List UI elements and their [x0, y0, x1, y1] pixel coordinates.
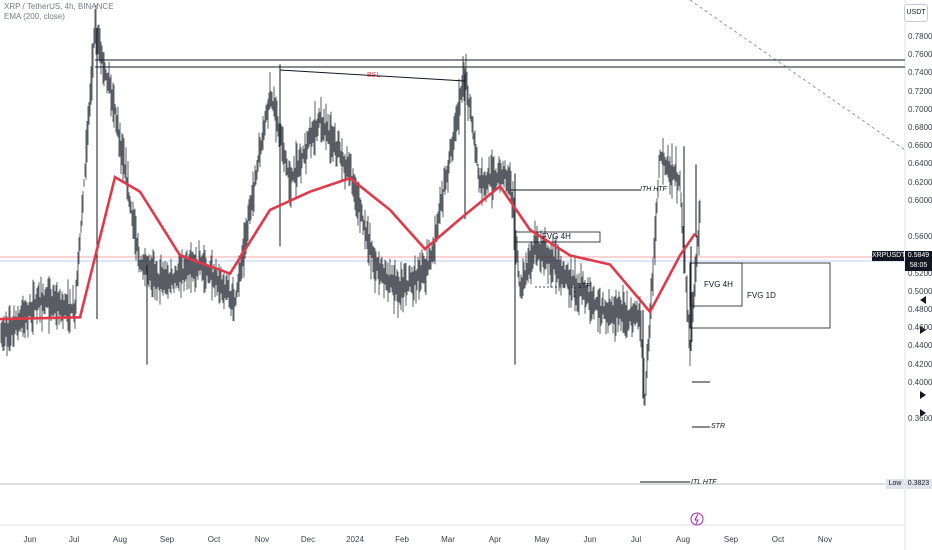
time-tick-label: Sep	[159, 535, 175, 544]
scroll-marker-icon-2[interactable]	[920, 326, 926, 334]
time-tick-label: Aug	[112, 535, 128, 544]
trend-line[interactable]	[689, 0, 906, 151]
price-tick-label: 0.6600	[908, 141, 932, 151]
scroll-marker-icon-4[interactable]	[920, 409, 926, 417]
time-tick-label: Nov	[254, 535, 270, 544]
time-tick-label: Jun	[23, 535, 37, 544]
price-tick-label: 0.7800	[908, 32, 932, 41]
fvg-4h-left-label: FVG 4H	[542, 232, 571, 241]
time-tick-label: Aug	[675, 535, 691, 544]
ema-200-line[interactable]	[0, 175, 697, 321]
price-tick-label: 0.7000	[908, 104, 932, 114]
bsl-label: BSL	[367, 72, 381, 79]
price-tick-label: 0.6800	[908, 123, 932, 132]
price-tick-label: 0.4800	[908, 305, 932, 314]
time-tick-label: May	[534, 535, 550, 544]
price-tick-label: 0.6200	[908, 177, 932, 187]
price-tick-label: 0.3600	[908, 414, 932, 424]
time-tick-label: Mar	[441, 535, 455, 544]
time-tick-label: Jul	[630, 535, 642, 544]
price-tick-label: 0.6000	[908, 195, 932, 205]
time-tick-label: Oct	[771, 535, 785, 544]
time-tick-label: Dec	[300, 535, 316, 544]
countdown-tag: 58:05	[905, 261, 932, 271]
price-tick-label: 0.5000	[908, 286, 932, 296]
price-tick-label: 0.7600	[908, 50, 932, 60]
price-tick-label: 0.4600	[908, 323, 932, 333]
scroll-marker-icon-3[interactable]	[920, 391, 926, 399]
price-tick-label: 0.4000	[908, 377, 932, 387]
price-tick-label: 0.4200	[908, 359, 932, 369]
bsl-line[interactable]	[279, 69, 466, 82]
candles-group	[0, 5, 701, 406]
time-tick-label: Jun	[583, 535, 597, 544]
symbol-title: XRP / TetherUS, 4h, BINANCE	[4, 2, 114, 11]
low-label: Low	[886, 479, 904, 489]
indicator-label: EMA (200, close)	[4, 12, 65, 21]
fvg-4h-right-label: FVG 4H	[704, 280, 733, 289]
fvg-4h-box-right[interactable]	[689, 262, 743, 307]
time-tick-label: 2024	[346, 535, 364, 544]
price-tick-label: 0.7200	[908, 86, 932, 96]
ith-htf-label: ITH HTF	[640, 186, 667, 193]
time-tick-label: Apr	[488, 535, 502, 544]
time-tick-label: Jul	[68, 535, 80, 544]
price-tick-label: 0.5600	[908, 232, 932, 242]
current-price-tag: 0.5849	[905, 251, 932, 261]
price-tick-label: 0.6400	[908, 159, 932, 169]
lightning-bolt-icon	[694, 513, 699, 525]
low-value: 0.3823	[905, 479, 932, 489]
time-tick-label: Sep	[723, 535, 739, 544]
time-tick-label: Oct	[207, 535, 221, 544]
fvg-1d-label: FVG 1D	[747, 291, 776, 300]
price-tick-label: 0.7400	[908, 68, 932, 78]
scroll-marker-icon[interactable]	[920, 296, 926, 304]
lightning-icon[interactable]	[690, 512, 704, 526]
price-tick-label: 0.5200	[908, 268, 932, 278]
time-tick-label: Nov	[817, 535, 833, 544]
itl-htf-label: ITL HTF	[691, 479, 717, 486]
str-label: STR	[711, 423, 725, 430]
symbol-tag: XRPUSDT	[872, 251, 906, 261]
one-tp-label: 1TP	[578, 283, 591, 290]
currency-button[interactable]: USDT	[904, 4, 928, 22]
price-tick-label: 0.4400	[908, 341, 932, 351]
time-tick-label: Feb	[395, 535, 409, 544]
